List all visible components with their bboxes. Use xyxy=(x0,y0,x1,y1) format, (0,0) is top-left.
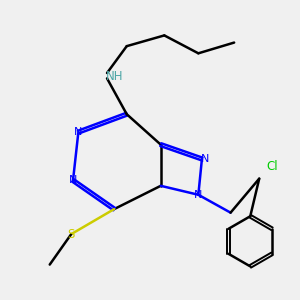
Text: N: N xyxy=(74,127,82,137)
Text: NH: NH xyxy=(105,70,123,83)
Text: S: S xyxy=(68,228,75,241)
Text: N: N xyxy=(194,190,202,200)
Text: Cl: Cl xyxy=(266,160,278,172)
Text: N: N xyxy=(69,176,77,185)
Text: N: N xyxy=(201,154,210,164)
